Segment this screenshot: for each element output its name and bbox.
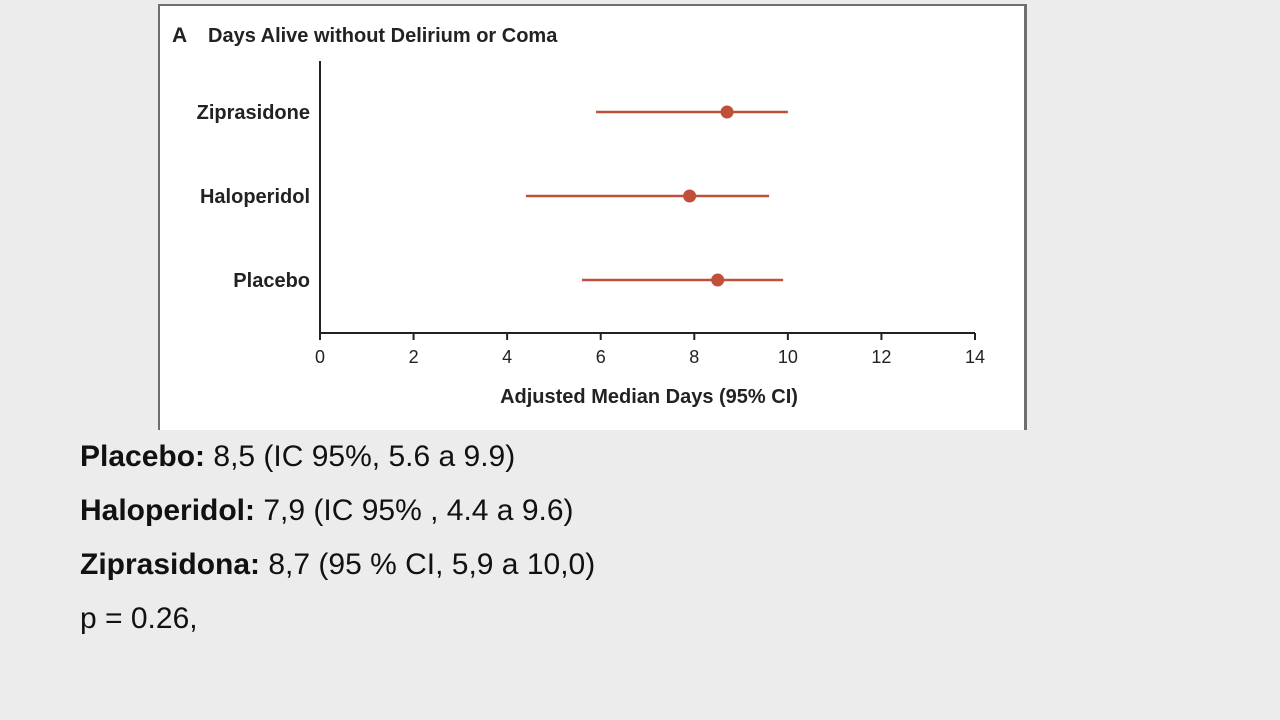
result-label: Ziprasidona: bbox=[80, 548, 261, 581]
x-tick-label: 12 bbox=[871, 347, 891, 367]
result-line-ziprasidona: Ziprasidona: 8,7 (95 % CI, 5,9 a 10,0) bbox=[80, 544, 595, 598]
result-text: 7,9 (IC 95% , 4.4 a 9.6) bbox=[255, 494, 574, 527]
chart-title: Days Alive without Delirium or Coma bbox=[208, 25, 558, 47]
x-tick-label: 14 bbox=[965, 347, 985, 367]
x-tick-label: 4 bbox=[502, 347, 512, 367]
category-label-placebo: Placebo bbox=[233, 270, 310, 292]
x-tick-label: 10 bbox=[778, 347, 798, 367]
x-axis-title: Adjusted Median Days (95% CI) bbox=[500, 386, 798, 408]
p-value-text: p = 0.26, bbox=[80, 602, 198, 635]
median-point-ziprasidone bbox=[720, 105, 734, 119]
panel-letter: A bbox=[172, 24, 187, 47]
figure-panel: A Days Alive without Delirium or Coma 0 2… bbox=[158, 4, 1027, 430]
result-label: Haloperidol: bbox=[80, 494, 256, 527]
result-line-placebo: Placebo: 8,5 (IC 95%, 5.6 a 9.9) bbox=[80, 436, 595, 490]
results-summary: Placebo: 8,5 (IC 95%, 5.6 a 9.9) Haloper… bbox=[80, 436, 595, 652]
x-tick-label: 0 bbox=[315, 347, 325, 367]
p-value: p = 0.26, bbox=[80, 598, 595, 652]
result-text: 8,7 (95 % CI, 5,9 a 10,0) bbox=[260, 548, 596, 581]
x-tick-label: 8 bbox=[689, 347, 699, 367]
result-text: 8,5 (IC 95%, 5.6 a 9.9) bbox=[205, 440, 516, 473]
forest-plot: A Days Alive without Delirium or Coma 0 2… bbox=[172, 24, 985, 408]
x-tick-label: 2 bbox=[409, 347, 419, 367]
median-point-haloperidol bbox=[683, 189, 697, 203]
category-label-haloperidol: Haloperidol bbox=[200, 186, 310, 208]
result-label: Placebo: bbox=[80, 440, 206, 473]
x-tick-label: 6 bbox=[596, 347, 606, 367]
result-line-haloperidol: Haloperidol: 7,9 (IC 95% , 4.4 a 9.6) bbox=[80, 490, 595, 544]
plot-area: 0 2 4 6 8 10 12 14 Ziprasidone Haloperidol Placebo bbox=[197, 61, 985, 367]
category-label-ziprasidone: Ziprasidone bbox=[197, 102, 310, 124]
median-point-placebo bbox=[711, 273, 725, 287]
